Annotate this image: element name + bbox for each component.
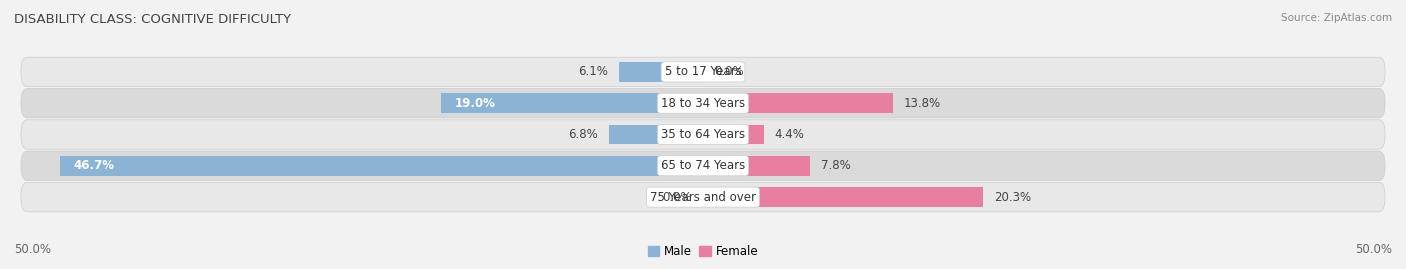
FancyBboxPatch shape <box>21 151 1385 180</box>
Text: 0.0%: 0.0% <box>714 65 744 78</box>
Bar <box>59 156 703 175</box>
Text: 4.4%: 4.4% <box>775 128 804 141</box>
Text: 6.1%: 6.1% <box>578 65 607 78</box>
Text: 35 to 64 Years: 35 to 64 Years <box>661 128 745 141</box>
Bar <box>609 125 703 144</box>
Text: 13.8%: 13.8% <box>904 97 941 110</box>
Legend: Male, Female: Male, Female <box>643 240 763 263</box>
FancyBboxPatch shape <box>21 120 1385 149</box>
Text: 0.0%: 0.0% <box>662 191 692 204</box>
Text: 7.8%: 7.8% <box>821 159 851 172</box>
FancyBboxPatch shape <box>21 182 1385 212</box>
Text: DISABILITY CLASS: COGNITIVE DIFFICULTY: DISABILITY CLASS: COGNITIVE DIFFICULTY <box>14 13 291 26</box>
Text: 6.8%: 6.8% <box>568 128 599 141</box>
Text: 75 Years and over: 75 Years and over <box>650 191 756 204</box>
Bar <box>703 125 763 144</box>
FancyBboxPatch shape <box>21 57 1385 87</box>
Text: 20.3%: 20.3% <box>994 191 1031 204</box>
Bar <box>619 62 703 82</box>
Text: 46.7%: 46.7% <box>73 159 114 172</box>
Text: 65 to 74 Years: 65 to 74 Years <box>661 159 745 172</box>
Bar <box>441 94 703 113</box>
Text: 50.0%: 50.0% <box>14 243 51 256</box>
Text: Source: ZipAtlas.com: Source: ZipAtlas.com <box>1281 13 1392 23</box>
Text: 18 to 34 Years: 18 to 34 Years <box>661 97 745 110</box>
Text: 5 to 17 Years: 5 to 17 Years <box>665 65 741 78</box>
Text: 19.0%: 19.0% <box>456 97 496 110</box>
Bar <box>703 156 810 175</box>
FancyBboxPatch shape <box>21 89 1385 118</box>
Bar <box>703 94 893 113</box>
Bar <box>703 187 983 207</box>
Text: 50.0%: 50.0% <box>1355 243 1392 256</box>
